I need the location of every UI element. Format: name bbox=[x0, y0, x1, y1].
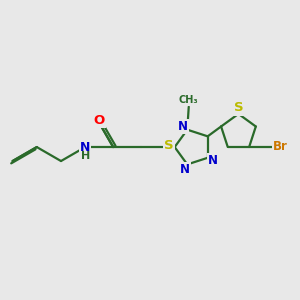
Text: H: H bbox=[81, 152, 90, 161]
Text: N: N bbox=[178, 120, 188, 133]
Text: S: S bbox=[164, 140, 174, 152]
Text: S: S bbox=[234, 101, 243, 115]
Text: N: N bbox=[208, 154, 218, 167]
Text: O: O bbox=[94, 114, 105, 127]
Text: N: N bbox=[80, 141, 90, 154]
Text: CH₃: CH₃ bbox=[179, 95, 199, 105]
Text: Br: Br bbox=[273, 140, 288, 153]
Text: N: N bbox=[180, 163, 190, 176]
